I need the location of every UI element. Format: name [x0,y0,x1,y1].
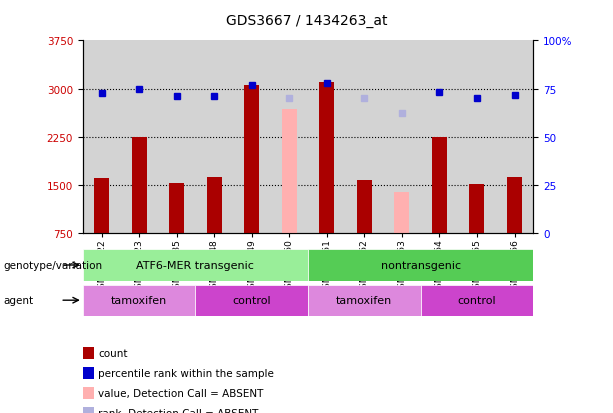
Text: tamoxifen: tamoxifen [111,295,167,306]
Text: control: control [458,295,497,306]
Text: ATF6-MER transgenic: ATF6-MER transgenic [137,260,254,271]
Text: count: count [98,348,128,358]
Text: genotype/variation: genotype/variation [3,261,102,271]
Text: tamoxifen: tamoxifen [336,295,392,306]
Bar [470,185,484,233]
Bar [308,285,421,316]
Text: nontransgenic: nontransgenic [381,260,461,271]
Text: percentile rank within the sample: percentile rank within the sample [98,368,274,378]
Bar [357,180,372,233]
Text: control: control [232,295,271,306]
Bar [132,137,147,233]
Bar [319,83,334,233]
Bar [244,85,259,233]
Bar [507,178,522,233]
Bar [432,137,447,233]
Bar [169,184,184,233]
Text: rank, Detection Call = ABSENT: rank, Detection Call = ABSENT [98,408,259,413]
Bar [421,285,533,316]
Bar [394,193,409,233]
Bar [83,250,308,281]
Bar [282,110,297,233]
Text: GDS3667 / 1434263_at: GDS3667 / 1434263_at [226,14,387,28]
Bar [308,250,533,281]
Text: agent: agent [3,296,33,306]
Bar [94,179,109,233]
Bar [83,285,196,316]
Bar [207,178,222,233]
Text: value, Detection Call = ABSENT: value, Detection Call = ABSENT [98,388,264,398]
Bar [196,285,308,316]
